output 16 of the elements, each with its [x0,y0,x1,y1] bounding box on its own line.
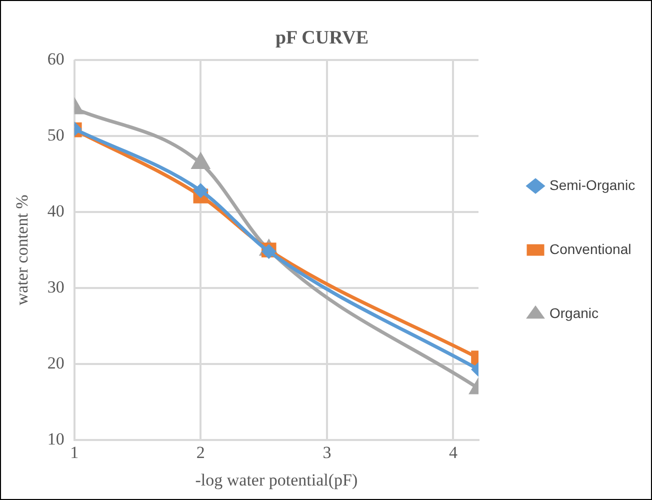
x-tick-label: 1 [70,442,79,462]
x-tick-label: 2 [196,442,205,462]
chart-title: pF CURVE [275,27,369,48]
y-tick-label: 40 [47,201,64,220]
y-tick-label: 20 [47,354,64,373]
legend-label: Semi-Organic [550,176,636,193]
legend-label: Conventional [550,240,632,257]
x-axis-title: -log water potential(pF) [195,470,358,490]
legend-label: Organic [550,304,599,321]
y-tick-label: 60 [47,49,64,68]
y-tick-label: 30 [47,278,64,297]
y-tick-label: 50 [47,125,64,144]
y-tick-label: 10 [47,430,64,449]
x-tick-label: 4 [448,442,458,462]
x-tick-label: 3 [322,442,332,462]
y-axis-title: water content % [12,194,32,306]
